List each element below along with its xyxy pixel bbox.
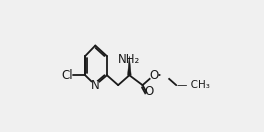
Circle shape — [150, 71, 158, 79]
Text: Cl: Cl — [62, 69, 73, 82]
Circle shape — [91, 81, 99, 89]
Circle shape — [161, 71, 169, 79]
Text: N: N — [91, 79, 100, 92]
Circle shape — [145, 93, 153, 101]
Text: NH₂: NH₂ — [118, 53, 140, 66]
Text: O: O — [149, 69, 158, 82]
Text: O: O — [144, 85, 154, 98]
Text: — CH₃: — CH₃ — [177, 80, 210, 90]
Polygon shape — [128, 56, 131, 75]
